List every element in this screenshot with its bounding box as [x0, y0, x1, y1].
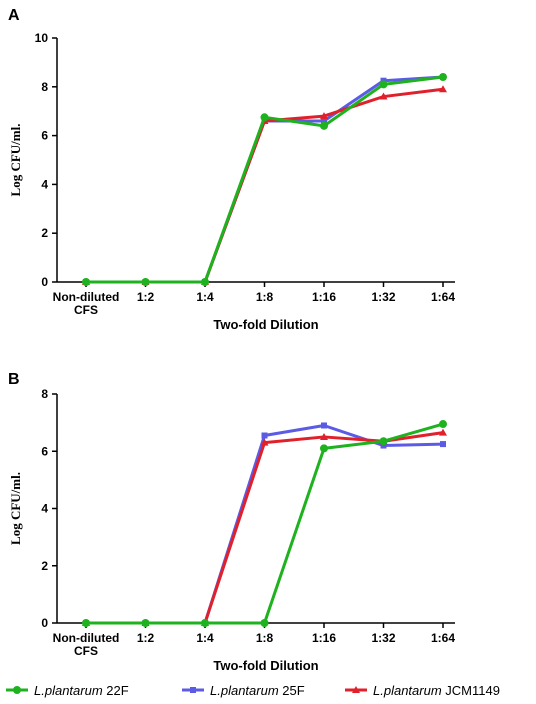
legend-strain: 25F	[279, 683, 305, 698]
data-point-25f	[321, 117, 327, 124]
y-tick-label: 8	[41, 80, 48, 94]
x-tick-label: CFS	[74, 303, 98, 317]
data-point-jcm1149	[320, 112, 328, 120]
panel-label-b: B	[8, 371, 20, 388]
panel-label-a: A	[8, 7, 20, 24]
data-point-22f	[320, 121, 328, 130]
data-point-22f	[439, 73, 447, 82]
x-tick-label: 1:32	[371, 290, 395, 304]
y-tick-label: 0	[41, 616, 48, 630]
series-line-25f	[86, 423, 444, 625]
y-axis-title: Log CFU/ml.	[8, 472, 23, 545]
data-point-25f	[380, 442, 387, 449]
y-tick-label: 8	[41, 387, 48, 401]
legend-marker	[190, 687, 196, 693]
x-tick-label: Non-diluted	[53, 631, 120, 645]
data-point-25f	[321, 422, 327, 429]
data-point-22f	[379, 437, 388, 446]
y-tick-label: 2	[41, 226, 48, 240]
x-tick-label: 1:32	[371, 631, 395, 645]
data-point-22f	[439, 420, 447, 429]
x-tick-label: 1:2	[137, 631, 155, 645]
x-tick-label: 1:8	[256, 631, 274, 645]
legend-marker	[13, 686, 21, 694]
data-point-22f	[141, 619, 150, 627]
x-axis-title: Two-fold Dilution	[213, 658, 318, 673]
data-point-jcm1149	[260, 438, 269, 446]
y-tick-label: 4	[41, 502, 48, 516]
legend: L.plantarum 22F L.plantarum 25F L.plantaru…	[6, 683, 500, 698]
x-tick-label: 1:16	[312, 290, 336, 304]
legend-label: L.plantarum JCM1149	[373, 683, 500, 698]
data-point-22f	[379, 80, 388, 89]
series-line-jcm1149	[86, 431, 444, 625]
data-point-25f	[261, 432, 268, 439]
y-tick-label: 0	[41, 275, 48, 289]
x-tick-label: 1:2	[137, 290, 155, 304]
x-tick-label: 1:64	[431, 290, 455, 304]
series-line-22f	[86, 422, 444, 625]
data-point-22f	[201, 619, 209, 627]
y-axis-title: Log CFU/ml.	[8, 124, 23, 197]
legend-label: L.plantarum 25F	[210, 683, 305, 698]
legend-species: L.plantarum	[373, 683, 442, 698]
x-tick-label: Non-diluted	[53, 290, 120, 304]
data-point-22f	[82, 278, 90, 286]
x-axis-title: Two-fold Dilution	[213, 317, 318, 332]
data-point-jcm1149	[379, 92, 388, 100]
x-tick-label: 1:4	[196, 631, 214, 645]
data-point-22f	[320, 444, 328, 453]
data-point-25f	[440, 441, 446, 448]
data-point-jcm1149	[320, 432, 328, 440]
data-point-22f	[141, 278, 150, 286]
legend-species: L.plantarum	[210, 683, 279, 698]
legend-species: L.plantarum	[34, 683, 103, 698]
legend-strain: JCM1149	[442, 683, 500, 698]
legend-marker	[352, 686, 360, 693]
x-tick-label: CFS	[74, 644, 98, 658]
data-point-22f	[260, 619, 269, 627]
legend-label: L.plantarum 22F	[34, 683, 129, 698]
data-point-22f	[260, 113, 269, 122]
x-tick-label: 1:4	[196, 290, 214, 304]
x-tick-label: 1:64	[431, 631, 455, 645]
data-point-22f	[201, 278, 209, 286]
x-tick-label: 1:16	[312, 631, 336, 645]
y-tick-label: 6	[41, 129, 48, 143]
legend-strain: 22F	[103, 683, 129, 698]
y-tick-label: 6	[41, 444, 48, 458]
y-tick-label: 2	[41, 559, 48, 573]
data-point-jcm1149	[439, 428, 447, 436]
series-line-22f	[86, 75, 444, 284]
data-point-jcm1149	[439, 85, 447, 93]
series-line-25f	[86, 75, 444, 284]
y-tick-label: 4	[41, 177, 48, 191]
x-tick-label: 1:8	[256, 290, 274, 304]
data-point-22f	[82, 619, 90, 627]
y-tick-label: 10	[35, 31, 49, 45]
